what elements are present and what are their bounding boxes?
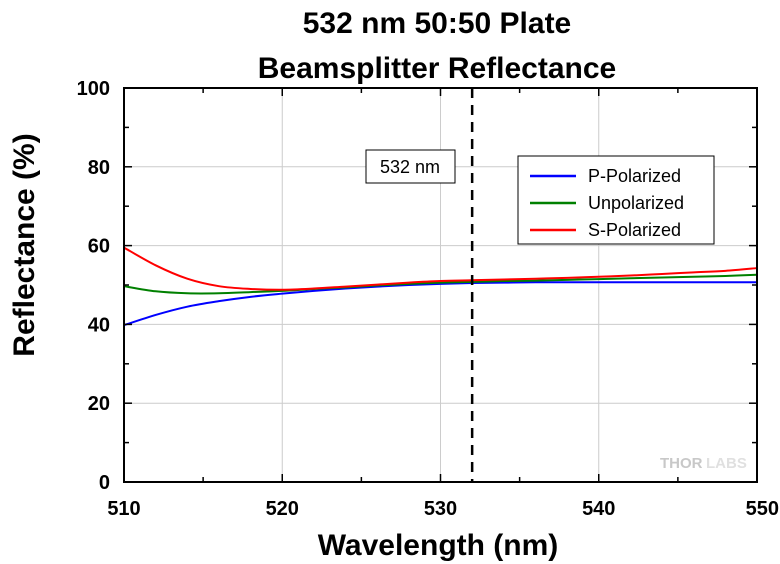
x-axis-label: Wavelength (nm) bbox=[318, 529, 559, 562]
marker-annotation-box bbox=[365, 149, 456, 184]
y-tick-label: 40 bbox=[88, 314, 110, 336]
y-tick-label: 0 bbox=[99, 472, 110, 494]
watermark-labs: LABS bbox=[706, 455, 747, 472]
x-tick-label: 520 bbox=[266, 498, 299, 520]
series-line-s-polarized bbox=[123, 246, 758, 291]
axis-ticks bbox=[123, 87, 758, 483]
series-lines bbox=[123, 246, 758, 327]
legend-label: S-Polarized bbox=[588, 220, 681, 240]
x-tick-label: 510 bbox=[107, 498, 140, 520]
y-tick-labels: 0 20 40 60 80 100 bbox=[77, 78, 110, 494]
y-tick-label: 60 bbox=[88, 236, 110, 258]
legend: P-Polarized Unpolarized S-Polarized bbox=[517, 155, 715, 245]
series-line-unpolarized bbox=[123, 273, 758, 295]
watermark-logo: THOR LABS bbox=[660, 455, 747, 472]
chart-title-line-2: Beamsplitter Reflectance bbox=[258, 52, 616, 85]
marker-annotation-label: 532 nm bbox=[380, 157, 440, 177]
y-tick-label: 20 bbox=[88, 393, 110, 415]
x-tick-labels: 510 520 530 540 550 bbox=[107, 498, 779, 520]
watermark-thor: THOR bbox=[660, 455, 703, 472]
series-line-p-polarized bbox=[123, 281, 757, 327]
legend-label: Unpolarized bbox=[588, 193, 684, 213]
x-tick-label: 540 bbox=[582, 498, 615, 520]
x-tick-label: 550 bbox=[746, 498, 779, 520]
legend-box bbox=[517, 155, 715, 245]
legend-label: P-Polarized bbox=[588, 166, 681, 186]
y-tick-label: 100 bbox=[77, 78, 110, 100]
y-axis-label: Reflectance (%) bbox=[8, 133, 41, 356]
marker-annotation: 532 nm bbox=[365, 149, 456, 184]
y-tick-label: 80 bbox=[88, 157, 110, 179]
chart-title-line-1: 532 nm 50:50 Plate bbox=[303, 7, 572, 40]
x-tick-label: 530 bbox=[424, 498, 457, 520]
